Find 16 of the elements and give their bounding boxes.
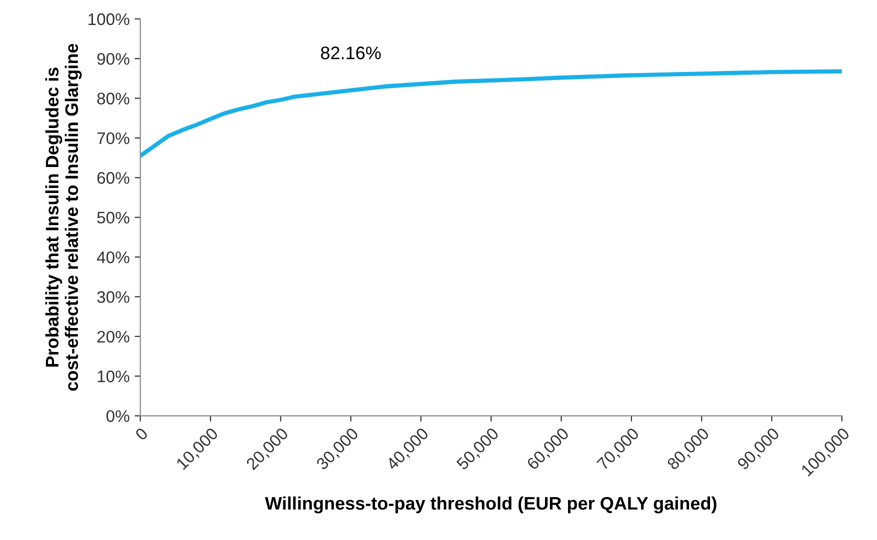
y-tick-label: 50% bbox=[97, 212, 130, 224]
y-axis-title: Probability that Insulin Degludec is cost-effective relative to Insulin Glargine bbox=[45, 44, 82, 391]
y-tick-label: 20% bbox=[97, 330, 130, 343]
x-axis-title: Willingness-to-pay threshold (EUR per QALY gained) bbox=[265, 496, 716, 514]
y-tick-label: 100% bbox=[88, 13, 130, 26]
y-tick-label: 40% bbox=[96, 251, 130, 264]
x-tick-label: 0 bbox=[134, 426, 149, 441]
y-tick-label: 80% bbox=[97, 92, 130, 104]
y-tick-label: 30% bbox=[97, 291, 130, 303]
y-tick-label: 90% bbox=[97, 52, 130, 65]
y-tick-label: 10% bbox=[98, 370, 130, 382]
y-tick-label: 60% bbox=[97, 172, 130, 184]
line-series bbox=[140, 69, 842, 158]
y-tick-label: 0% bbox=[106, 410, 130, 422]
y-tick-label: 70% bbox=[97, 132, 130, 144]
annotation: 82.16% bbox=[320, 46, 381, 60]
